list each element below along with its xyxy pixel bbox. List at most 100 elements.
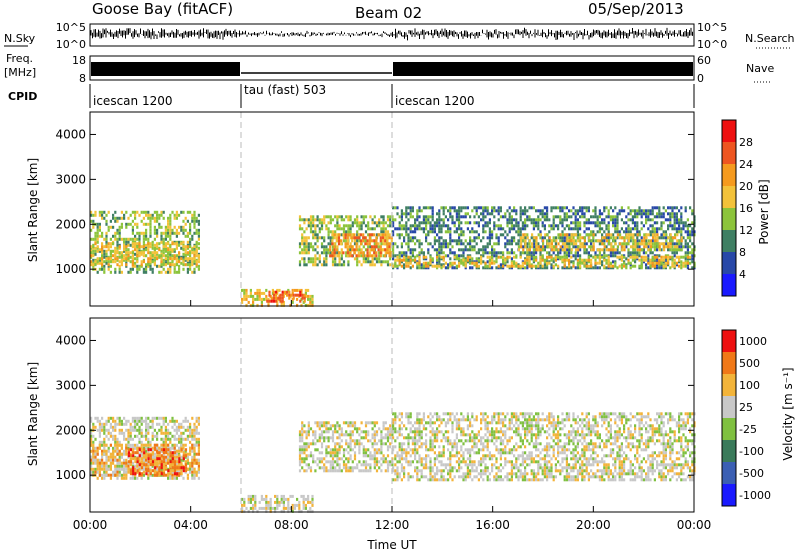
heatmap-cell <box>169 252 172 256</box>
heatmap-cell <box>167 452 170 456</box>
heatmap-cell <box>360 227 363 231</box>
heatmap-cell <box>96 234 99 238</box>
heatmap-cell <box>645 263 648 267</box>
heatmap-cell <box>396 266 399 270</box>
heatmap-cell <box>612 236 615 240</box>
heatmap-cell <box>320 263 324 267</box>
heatmap-cell <box>327 236 330 240</box>
heatmap-cell <box>480 206 483 210</box>
heatmap-cell <box>136 476 139 480</box>
heatmap-cell <box>105 234 108 238</box>
heatmap-cell <box>519 215 522 219</box>
heatmap-cell <box>590 254 593 258</box>
heatmap-cell <box>118 228 121 232</box>
heatmap-cell <box>375 233 379 237</box>
heatmap-cell <box>579 257 582 261</box>
heatmap-cell <box>482 215 485 219</box>
heatmap-cell <box>491 245 494 249</box>
heatmap-cell <box>109 242 112 246</box>
heatmap-cell <box>153 428 156 432</box>
heatmap-cell <box>486 209 489 213</box>
heatmap-cell <box>620 227 623 231</box>
heatmap-cell <box>373 221 376 225</box>
heatmap-cell <box>281 296 284 300</box>
heatmap-cell <box>533 236 536 240</box>
heatmap-cell <box>351 224 354 228</box>
heatmap-cell <box>105 245 108 249</box>
heatmap-cell <box>645 212 648 216</box>
heatmap-cell <box>193 251 196 255</box>
heatmap-cell <box>440 224 443 228</box>
heatmap-cell <box>167 248 170 252</box>
heatmap-cell <box>517 233 520 237</box>
heatmap-cell <box>158 248 161 252</box>
heatmap-cell <box>440 230 443 234</box>
heatmap-cell <box>574 209 577 213</box>
heatmap-cell <box>550 266 553 270</box>
heatmap-cell <box>101 464 104 468</box>
heatmap-cell <box>197 419 200 423</box>
heatmap-cell <box>145 434 148 438</box>
heatmap-cell <box>455 242 458 246</box>
heatmap-cell <box>256 297 259 301</box>
heatmap-cell <box>396 255 399 259</box>
heatmap-cell <box>247 294 250 298</box>
heatmap-cell <box>136 210 139 214</box>
heatmap-cell <box>543 258 546 262</box>
heatmap-cell <box>608 248 611 252</box>
heatmap-cell <box>598 224 601 228</box>
heatmap-cell <box>398 215 401 219</box>
heatmap-cell <box>488 255 491 259</box>
heatmap-cell <box>429 206 432 210</box>
heatmap-cell <box>149 216 152 220</box>
heatmap-cell <box>458 248 461 252</box>
heatmap-cell <box>506 255 509 259</box>
heatmap-cell <box>136 246 139 250</box>
heatmap-cell <box>691 260 694 264</box>
heatmap-cell <box>491 233 494 237</box>
heatmap-cell <box>440 227 443 231</box>
heatmap-cell <box>526 258 529 262</box>
heatmap-cell <box>537 266 540 270</box>
heatmap-cell <box>373 257 376 261</box>
heatmap-cell <box>673 258 676 262</box>
heatmap-cell <box>114 422 117 426</box>
heatmap-cell <box>510 215 513 219</box>
heatmap-cell <box>482 245 485 249</box>
heatmap-cell <box>473 221 476 225</box>
heatmap-cell <box>353 257 357 261</box>
heatmap-cell <box>440 263 443 267</box>
heatmap-cell <box>331 230 335 234</box>
heatmap-cell <box>156 231 159 235</box>
heatmap-cell <box>517 248 520 252</box>
heatmap-cell <box>189 461 192 465</box>
heatmap-cell <box>193 470 196 474</box>
heatmap-cell <box>245 294 248 298</box>
heatmap-cell <box>384 239 387 243</box>
heatmap-cell <box>451 245 454 249</box>
heatmap-cell <box>112 452 115 456</box>
heatmap-cell <box>105 470 108 474</box>
heatmap-cell <box>134 234 137 238</box>
heatmap-cell <box>482 209 485 213</box>
heatmap-cell <box>550 263 553 267</box>
heatmap-cell <box>367 224 370 228</box>
heatmap-cell <box>162 258 165 262</box>
heatmap-cell <box>438 212 441 216</box>
heatmap-cell <box>145 234 148 238</box>
heatmap-cell <box>193 231 196 235</box>
heatmap-cell <box>103 210 106 214</box>
heatmap-cell <box>678 260 681 264</box>
heatmap-cell <box>125 263 128 267</box>
heatmap-cell <box>394 264 397 268</box>
heatmap-cell <box>116 251 119 255</box>
heatmap-cell <box>342 233 345 237</box>
heatmap-cell <box>660 258 663 262</box>
heatmap-cell <box>605 215 608 219</box>
heatmap-cell <box>164 258 167 262</box>
heatmap-cell <box>189 434 192 438</box>
heatmap-cell <box>449 227 452 231</box>
heatmap-cell <box>444 266 447 270</box>
heatmap-cell <box>554 215 557 219</box>
heatmap-cell <box>407 242 410 246</box>
